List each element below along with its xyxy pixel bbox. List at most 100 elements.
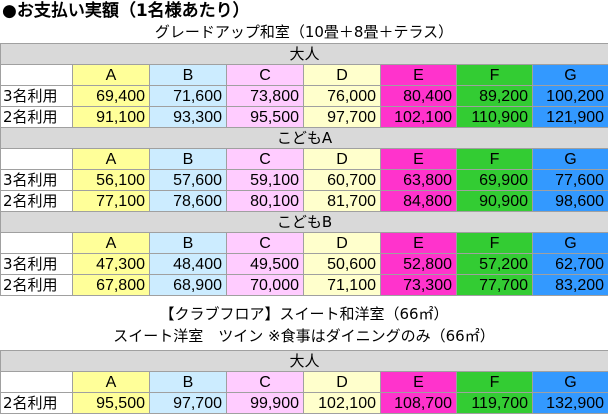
price-cell: 69,900 <box>456 169 533 191</box>
column-header-b: B <box>149 232 227 254</box>
column-header-a: A <box>72 148 150 170</box>
price-cell: 91,100 <box>72 106 150 128</box>
column-header-f: F <box>456 371 533 393</box>
plan2-subtitle-room: スイート洋室 ツイン ※食事はダイニングのみ（66㎡） <box>113 327 495 345</box>
column-header-g: G <box>531 371 608 393</box>
price-cell: 121,900 <box>531 106 608 128</box>
price-cell: 77,600 <box>531 169 608 191</box>
price-cell: 81,700 <box>303 190 381 212</box>
table-row: 2名利用 91,100 93,300 95,500 97,700 102,100… <box>0 106 608 128</box>
row-label: 3名利用 <box>0 169 73 191</box>
column-header-a: A <box>72 232 150 254</box>
table-row: 2名利用 67,800 68,900 70,000 71,100 73,300 … <box>0 274 608 296</box>
column-header-c: C <box>226 148 304 170</box>
column-header-f: F <box>456 232 533 254</box>
price-cell: 69,400 <box>72 85 150 107</box>
row-label: 2名利用 <box>0 274 73 296</box>
table-row: 3名利用 69,400 71,600 73,800 76,000 80,400 … <box>0 85 608 107</box>
table-row: 3名利用 47,300 48,400 49,500 50,600 52,800 … <box>0 253 608 275</box>
price-cell: 78,600 <box>149 190 227 212</box>
price-cell: 132,900 <box>531 392 608 414</box>
price-cell: 102,100 <box>303 392 381 414</box>
price-cell: 90,900 <box>456 190 533 212</box>
plan2-table: 大人 A B C D E F G 2名利用 95,500 97,700 99,9… <box>0 350 608 414</box>
column-header-c: C <box>226 371 304 393</box>
column-header-b: B <box>149 148 227 170</box>
price-cell: 59,100 <box>226 169 304 191</box>
column-header-e: E <box>380 232 457 254</box>
section-header: 大人 <box>0 43 608 65</box>
price-cell: 73,800 <box>226 85 304 107</box>
price-cell: 102,100 <box>380 106 457 128</box>
table-row: 2名利用 77,100 78,600 80,100 81,700 84,800 … <box>0 190 608 212</box>
row-label: 2名利用 <box>0 190 73 212</box>
row-label: 3名利用 <box>0 253 73 275</box>
column-header-c: C <box>226 232 304 254</box>
column-header-d: D <box>303 371 381 393</box>
price-cell: 47,300 <box>72 253 150 275</box>
price-cell: 84,800 <box>380 190 457 212</box>
column-header-d: D <box>303 148 381 170</box>
price-cell: 77,700 <box>456 274 533 296</box>
price-cell: 71,100 <box>303 274 381 296</box>
price-cell: 80,400 <box>380 85 457 107</box>
row-label: 2名利用 <box>0 392 73 414</box>
price-cell: 108,700 <box>380 392 457 414</box>
column-header-e: E <box>380 148 457 170</box>
price-cell: 56,100 <box>72 169 150 191</box>
column-header-b: B <box>149 64 227 86</box>
price-cell: 89,200 <box>456 85 533 107</box>
column-header-g: G <box>531 148 608 170</box>
price-cell: 71,600 <box>149 85 227 107</box>
price-cell: 57,200 <box>456 253 533 275</box>
price-cell: 50,600 <box>303 253 381 275</box>
price-cell: 97,700 <box>303 106 381 128</box>
column-header-f: F <box>456 148 533 170</box>
column-header-a: A <box>72 371 150 393</box>
corner-cell <box>0 64 73 86</box>
price-cell: 99,900 <box>226 392 304 414</box>
table-row: 2名利用 95,500 97,700 99,900 102,100 108,70… <box>0 392 608 414</box>
price-cell: 63,800 <box>380 169 457 191</box>
column-header-d: D <box>303 232 381 254</box>
column-header-b: B <box>149 371 227 393</box>
price-cell: 83,200 <box>531 274 608 296</box>
price-cell: 95,500 <box>72 392 150 414</box>
plan1-section-adult: 大人 A B C D E F G 3名利用 69,400 71,600 73,8… <box>0 43 608 128</box>
price-cell: 119,700 <box>456 392 533 414</box>
price-cell: 52,800 <box>380 253 457 275</box>
price-cell: 49,500 <box>226 253 304 275</box>
price-cell: 93,300 <box>149 106 227 128</box>
column-header-g: G <box>531 64 608 86</box>
corner-cell <box>0 148 73 170</box>
section-header: 大人 <box>0 350 608 372</box>
corner-cell <box>0 371 73 393</box>
column-header-e: E <box>380 64 457 86</box>
price-cell: 57,600 <box>149 169 227 191</box>
price-cell: 68,900 <box>149 274 227 296</box>
price-cell: 110,900 <box>456 106 533 128</box>
column-header-g: G <box>531 232 608 254</box>
price-cell: 60,700 <box>303 169 381 191</box>
price-cell: 67,800 <box>72 274 150 296</box>
plan1-section-child-a: こどもA A B C D E F G 3名利用 56,100 57,600 59… <box>0 127 608 212</box>
plan1-table: 大人 A B C D E F G 3名利用 69,400 71,600 73,8… <box>0 43 608 296</box>
plan1-subtitle: グレードアップ和室（10畳＋8畳＋テラス） <box>154 23 454 41</box>
plan2-section-adult: 大人 A B C D E F G 2名利用 95,500 97,700 99,9… <box>0 350 608 414</box>
column-header-c: C <box>226 64 304 86</box>
column-header-e: E <box>380 371 457 393</box>
price-cell: 77,100 <box>72 190 150 212</box>
column-header-d: D <box>303 64 381 86</box>
column-header-f: F <box>456 64 533 86</box>
page-title: ●お支払い実額（1名様あたり） <box>2 1 250 21</box>
price-cell: 76,000 <box>303 85 381 107</box>
plan2-subtitle: 【クラブフロア】スイート和洋室（66㎡） <box>159 305 449 323</box>
row-label: 2名利用 <box>0 106 73 128</box>
corner-cell <box>0 232 73 254</box>
price-cell: 80,100 <box>226 190 304 212</box>
price-cell: 70,000 <box>226 274 304 296</box>
section-header: こどもA <box>0 127 608 149</box>
price-cell: 98,600 <box>531 190 608 212</box>
price-cell: 73,300 <box>380 274 457 296</box>
section-header: こどもB <box>0 211 608 233</box>
